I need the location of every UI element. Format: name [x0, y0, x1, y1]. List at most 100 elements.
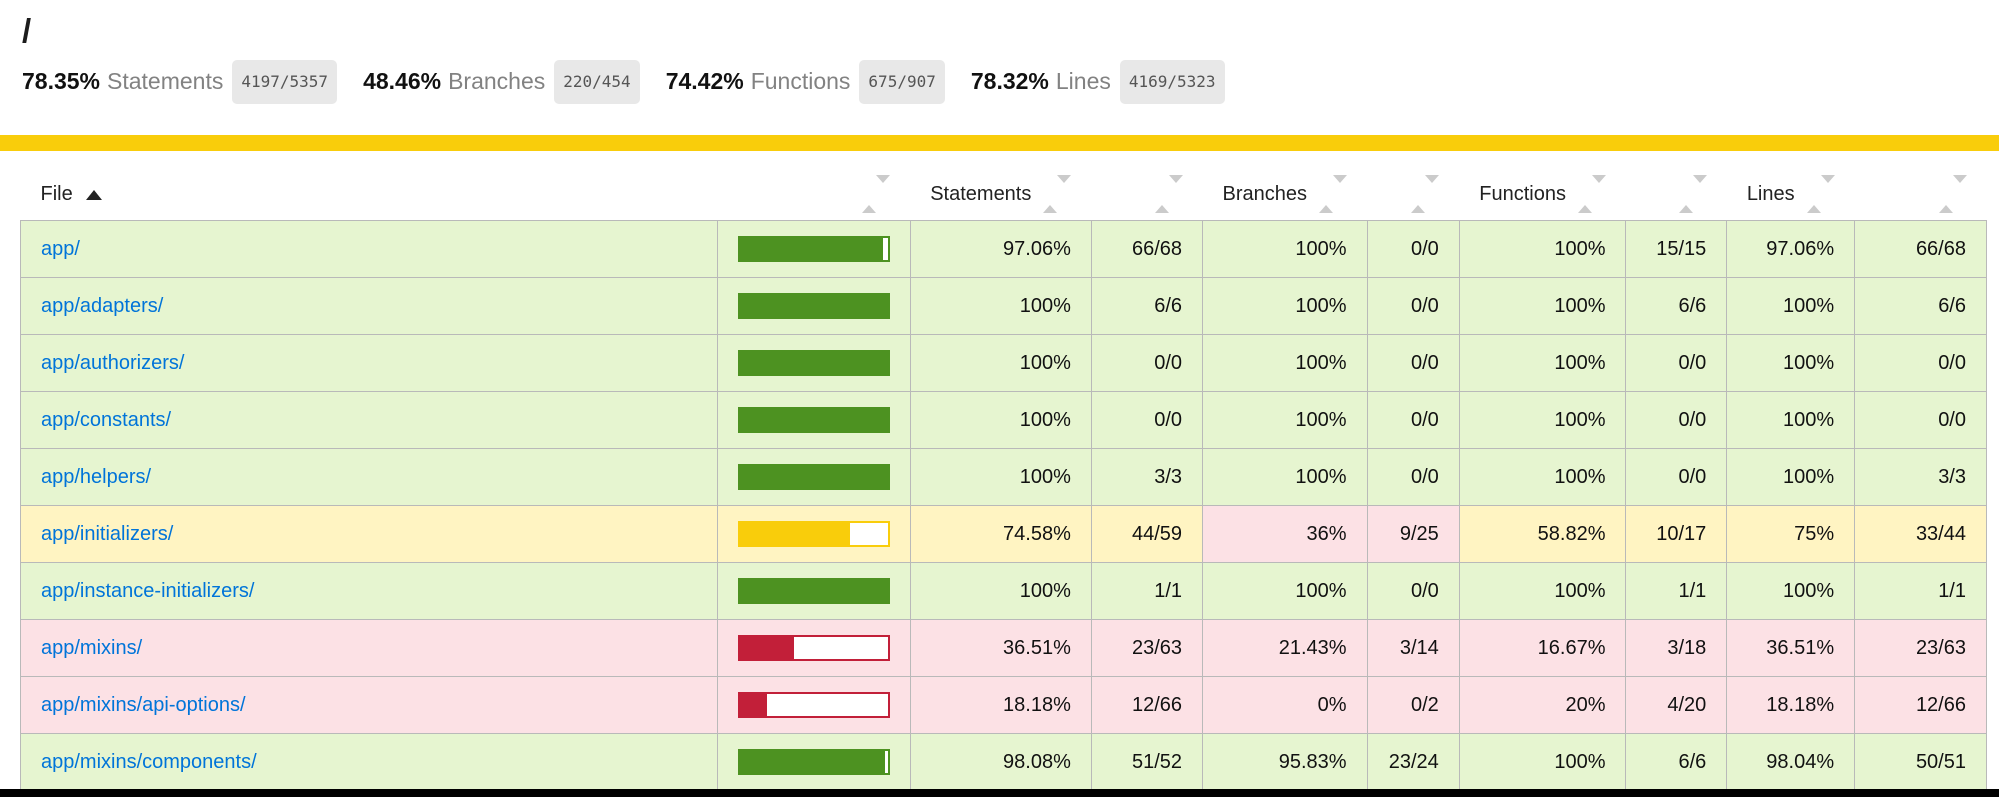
- page-title: /: [22, 12, 32, 49]
- coverage-bar-cell: [716, 448, 911, 507]
- file-link[interactable]: app/initializers/: [41, 522, 174, 545]
- summary-statements-pct: 78.35%: [22, 68, 101, 94]
- summary-lines: 78.32% Lines 4169/5323: [971, 60, 1225, 104]
- coverage-summary-table: File Statements Branches Functions Lines…: [20, 169, 1987, 792]
- column-header-bar[interactable]: [717, 169, 910, 221]
- metric-pct-cell: 100%: [909, 391, 1092, 450]
- coverage-bar-fill: [739, 637, 794, 660]
- coverage-bar-fill: [739, 238, 884, 261]
- coverage-bar: [737, 521, 890, 548]
- coverage-bar: [737, 407, 890, 434]
- coverage-bar-fill: [739, 580, 888, 603]
- file-link[interactable]: app/mixins/api-options/: [41, 693, 246, 716]
- coverage-bar-fill: [739, 694, 767, 717]
- metric-pct-cell: 100%: [1202, 277, 1368, 336]
- metric-pct-cell: 100%: [1458, 277, 1627, 336]
- column-header-functions-raw[interactable]: [1626, 169, 1727, 221]
- metric-pct-cell: 98.08%: [909, 733, 1092, 792]
- sortable-icon: [1043, 175, 1072, 214]
- metric-fraction-cell: 0/0: [1854, 391, 1987, 450]
- metric-pct-cell: 100%: [1202, 448, 1368, 507]
- metric-fraction-cell: 23/63: [1854, 619, 1987, 678]
- coverage-table-wrap: File Statements Branches Functions Lines…: [0, 169, 1999, 792]
- summary-functions-fraction: 675/907: [859, 60, 945, 104]
- metric-pct-cell: 100%: [1726, 391, 1856, 450]
- coverage-bar-cell: [716, 277, 911, 336]
- metric-fraction-cell: 3/18: [1625, 619, 1728, 678]
- metric-pct-cell: 36.51%: [909, 619, 1092, 678]
- coverage-bar: [737, 749, 890, 776]
- file-link[interactable]: app/authorizers/: [41, 351, 185, 374]
- coverage-summary-bar: 78.35% Statements 4197/5357 48.46% Branches…: [22, 60, 1977, 104]
- file-link[interactable]: app/mixins/components/: [41, 750, 257, 773]
- table-header-row: File Statements Branches Functions Lines: [21, 169, 1987, 221]
- table-row: app/mixins/ 36.51% 23/63 21.43% 3/14 16.67% 3…: [20, 619, 1987, 678]
- coverage-bar: [737, 635, 890, 662]
- metric-pct-cell: 97.06%: [1726, 220, 1856, 279]
- column-header-lines-raw[interactable]: [1855, 169, 1987, 221]
- file-cell: app/constants/: [20, 391, 718, 450]
- metric-pct-cell: 100%: [909, 448, 1092, 507]
- coverage-bar: [737, 578, 890, 605]
- metric-fraction-cell: 3/14: [1366, 619, 1460, 678]
- sortable-icon: [1806, 175, 1835, 214]
- metric-fraction-cell: 4/20: [1625, 676, 1728, 735]
- column-header-branches[interactable]: Branches: [1203, 169, 1368, 221]
- coverage-bar-fill: [739, 751, 885, 774]
- column-header-lines[interactable]: Lines: [1727, 169, 1855, 221]
- coverage-bar-empty: [766, 694, 888, 717]
- column-header-functions[interactable]: Functions: [1459, 169, 1626, 221]
- metric-fraction-cell: 50/51: [1854, 733, 1987, 792]
- metric-fraction-cell: 0/0: [1366, 448, 1460, 507]
- coverage-bar: [737, 692, 890, 719]
- metric-fraction-cell: 6/6: [1625, 277, 1728, 336]
- column-header-statements[interactable]: Statements: [910, 169, 1091, 221]
- column-header-statements-raw[interactable]: [1091, 169, 1202, 221]
- coverage-bar-cell: [716, 391, 911, 450]
- column-header-file[interactable]: File: [21, 169, 718, 221]
- file-link[interactable]: app/adapters/: [41, 294, 164, 317]
- metric-fraction-cell: 12/66: [1090, 676, 1204, 735]
- table-row: app/adapters/ 100% 6/6 100% 0/0 100% 6/6 100% 6…: [20, 277, 1987, 336]
- summary-lines-fraction: 4169/5323: [1119, 60, 1225, 104]
- file-link[interactable]: app/: [41, 237, 80, 260]
- metric-pct-cell: 100%: [1202, 220, 1368, 279]
- metric-fraction-cell: 6/6: [1625, 733, 1728, 792]
- metric-pct-cell: 100%: [1458, 334, 1627, 393]
- metric-pct-cell: 18.18%: [1726, 676, 1856, 735]
- file-link[interactable]: app/mixins/: [41, 636, 143, 659]
- metric-pct-cell: 74.58%: [909, 505, 1092, 564]
- sort-ascending-icon: [85, 189, 102, 200]
- metric-fraction-cell: 66/68: [1854, 220, 1987, 279]
- metric-pct-cell: 16.67%: [1458, 619, 1627, 678]
- sortable-icon: [1577, 175, 1606, 214]
- coverage-bar-fill: [739, 466, 888, 489]
- file-cell: app/mixins/: [20, 619, 718, 678]
- screen-bottom-edge: [0, 789, 1999, 797]
- coverage-bar: [737, 464, 890, 491]
- summary-branches-pct: 48.46%: [363, 68, 442, 94]
- file-cell: app/instance-initializers/: [20, 562, 718, 621]
- table-row: app/constants/ 100% 0/0 100% 0/0 100% 0/0 100%…: [20, 391, 1987, 450]
- sortable-icon: [1411, 175, 1440, 214]
- metric-pct-cell: 100%: [1458, 562, 1627, 621]
- metric-fraction-cell: 33/44: [1854, 505, 1987, 564]
- file-link[interactable]: app/helpers/: [41, 465, 152, 488]
- coverage-bar: [737, 350, 890, 377]
- metric-pct-cell: 100%: [1202, 391, 1368, 450]
- metric-fraction-cell: 0/0: [1366, 562, 1460, 621]
- summary-functions-pct: 74.42%: [665, 68, 744, 94]
- metric-pct-cell: 95.83%: [1202, 733, 1368, 792]
- coverage-bar-empty: [793, 637, 888, 660]
- coverage-bar-fill: [739, 523, 851, 546]
- file-link[interactable]: app/constants/: [41, 408, 172, 431]
- metric-fraction-cell: 0/0: [1625, 448, 1728, 507]
- metric-pct-cell: 100%: [1726, 334, 1856, 393]
- metric-pct-cell: 100%: [909, 562, 1092, 621]
- metric-fraction-cell: 0/0: [1366, 391, 1460, 450]
- column-header-branches-raw[interactable]: [1367, 169, 1459, 221]
- metric-pct-cell: 0%: [1202, 676, 1368, 735]
- file-link[interactable]: app/instance-initializers/: [41, 579, 255, 602]
- coverage-bar: [737, 236, 890, 263]
- metric-fraction-cell: 1/1: [1854, 562, 1987, 621]
